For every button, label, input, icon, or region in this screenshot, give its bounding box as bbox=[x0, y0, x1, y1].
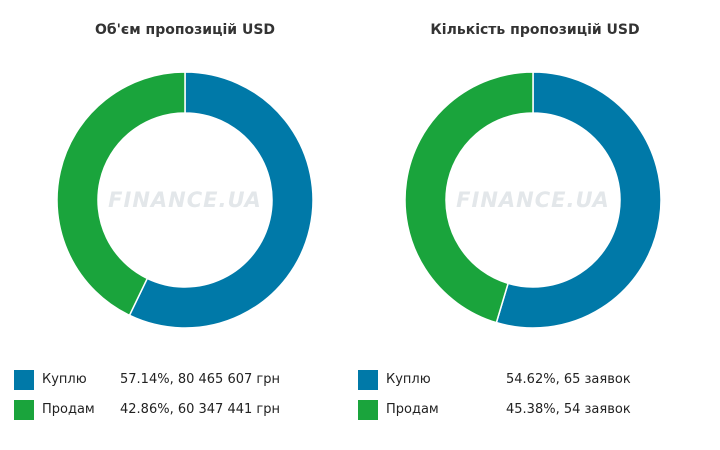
count-chart-panel: Кількість пропозицій USD FINANCE.UA Купл… bbox=[350, 0, 710, 450]
donut-chart: FINANCE.UA bbox=[404, 71, 662, 329]
legend-item-sell[interactable]: Продам 42.86%, 60 347 441 грн bbox=[14, 398, 354, 428]
volume-chart-panel: Об'єм пропозицій USD FINANCE.UA Куплю 57… bbox=[14, 22, 354, 428]
chart-legend: Куплю 57.14%, 80 465 607 грн Продам 42.8… bbox=[14, 368, 354, 428]
legend-value: 42.86%, 60 347 441 грн bbox=[120, 402, 280, 417]
donut-slice-buy[interactable] bbox=[495, 71, 662, 329]
legend-item-buy[interactable]: Куплю 57.14%, 80 465 607 грн bbox=[14, 368, 354, 398]
donut-slice-sell[interactable] bbox=[404, 71, 534, 324]
legend-item-buy[interactable]: Куплю 54.62%, 65 заявок bbox=[358, 368, 698, 398]
legend-swatch-buy bbox=[358, 370, 378, 390]
legend-label: Продам bbox=[42, 402, 95, 417]
legend-swatch-buy bbox=[14, 370, 34, 390]
legend-swatch-sell bbox=[358, 400, 378, 420]
legend-label: Куплю bbox=[386, 372, 431, 387]
legend-value: 54.62%, 65 заявок bbox=[506, 372, 631, 387]
chart-title: Об'єм пропозицій USD bbox=[94, 22, 276, 38]
legend-item-sell[interactable]: Продам 45.38%, 54 заявок bbox=[358, 398, 698, 428]
legend-label: Продам bbox=[386, 402, 439, 417]
legend-value: 57.14%, 80 465 607 грн bbox=[120, 372, 280, 387]
legend-value: 45.38%, 54 заявок bbox=[506, 402, 631, 417]
donut-chart: FINANCE.UA bbox=[56, 71, 314, 329]
chart-title: Кількість пропозицій USD bbox=[430, 22, 640, 38]
legend-label: Куплю bbox=[42, 372, 87, 387]
watermark-logo: FINANCE.UA bbox=[456, 188, 610, 212]
donut-slice-sell[interactable] bbox=[56, 71, 186, 317]
chart-legend: Куплю 54.62%, 65 заявок Продам 45.38%, 5… bbox=[358, 368, 698, 428]
donut-slice-buy[interactable] bbox=[128, 71, 314, 329]
watermark-logo: FINANCE.UA bbox=[108, 188, 262, 212]
legend-swatch-sell bbox=[14, 400, 34, 420]
